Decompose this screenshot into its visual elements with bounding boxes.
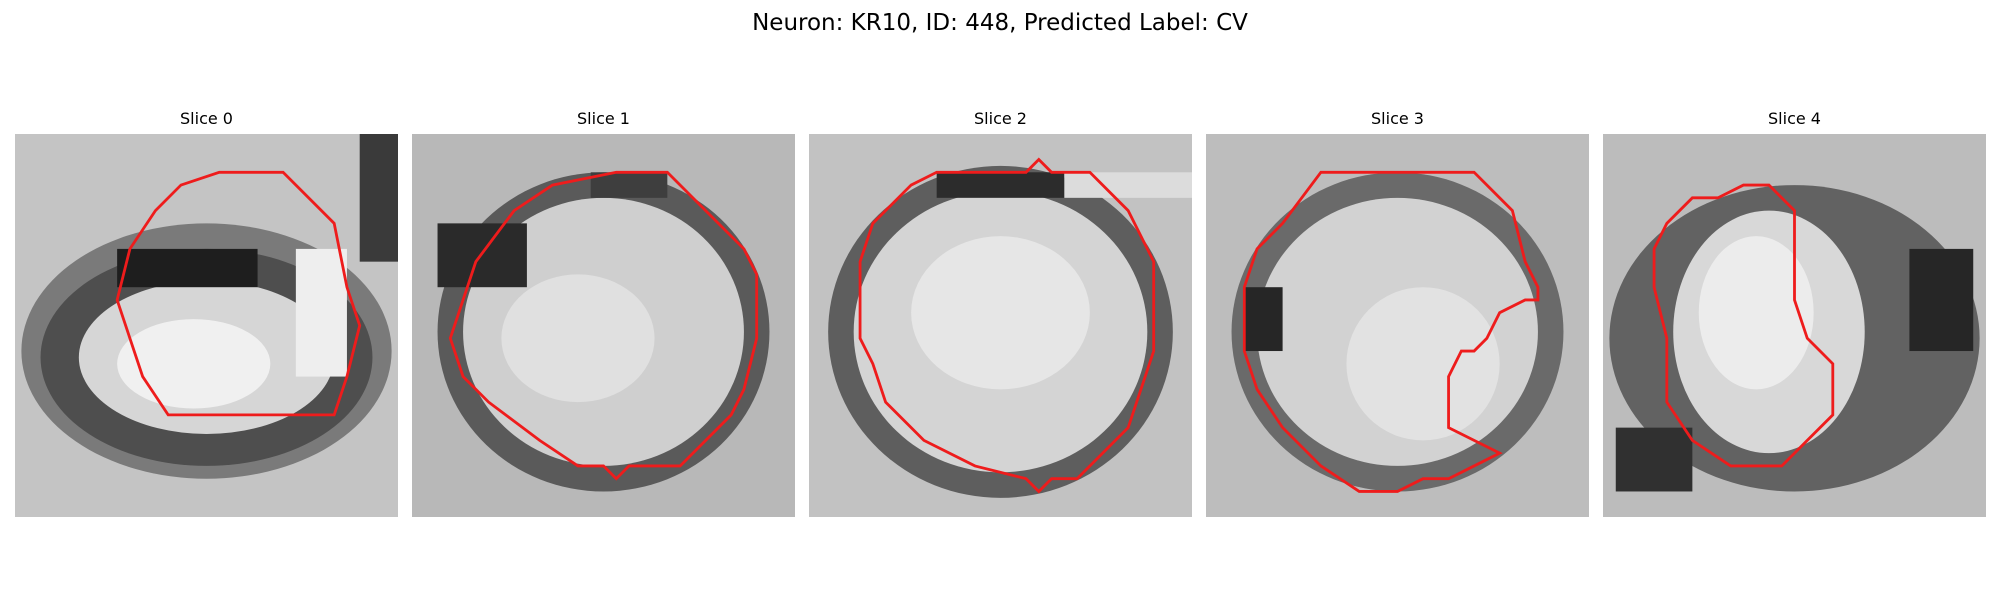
slice-title: Slice 4 <box>1768 109 1821 128</box>
slice-image <box>15 134 398 517</box>
slice-image <box>1206 134 1589 517</box>
slice-title: Slice 0 <box>180 109 233 128</box>
slice-title: Slice 3 <box>1371 109 1424 128</box>
slice-title: Slice 2 <box>974 109 1027 128</box>
slice-image <box>809 134 1192 517</box>
slice-image <box>1603 134 1986 517</box>
slice-image <box>412 134 795 517</box>
figure-title: Neuron: KR10, ID: 448, Predicted Label: … <box>752 10 1248 36</box>
slice-title: Slice 1 <box>577 109 630 128</box>
